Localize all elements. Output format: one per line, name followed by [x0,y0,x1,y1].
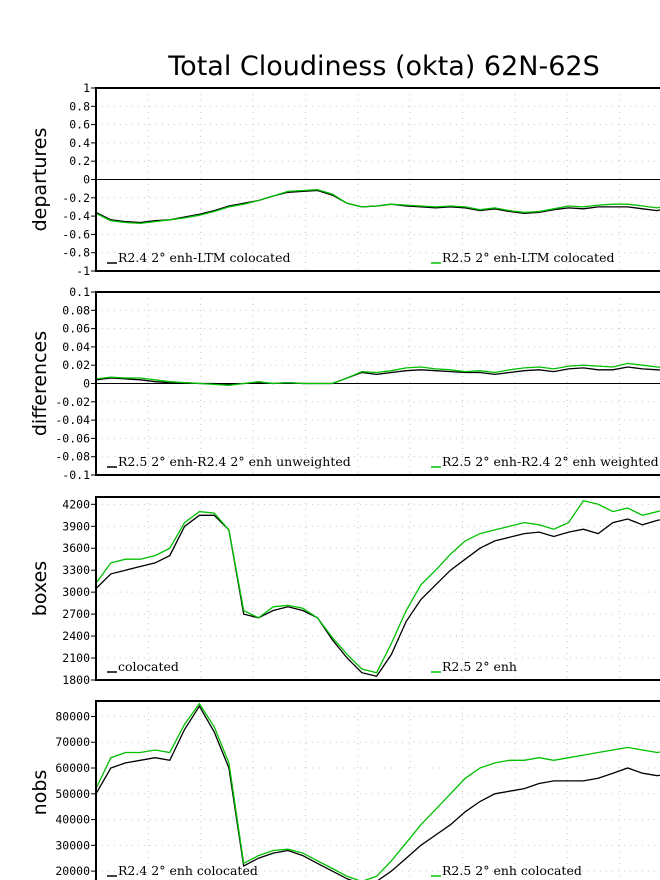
panel-3-ytick-label: 60000 [55,761,90,775]
panel-1-legend-0-label: R2.5 2° enh-R2.4 2° enh unweighted [118,454,351,469]
panel-3-ytick-label: 70000 [55,735,90,749]
panel-2-legend-0-label: colocated [118,659,179,674]
panel-3-ytick-label: 80000 [55,709,90,723]
panel-0-series-1-line [96,188,660,225]
panel-0: 1 0.8 0.6 0.4 0.2 0 -0.2 -0.4 -0.6 -0.8 -1 departur… [29,81,660,278]
panel-3-legend-1-label: R2.5 2° enh colocated [442,863,582,878]
panel-0-ytick-label: -0.2 [62,191,90,205]
panel-1-ytick-label: -0.04 [55,413,90,427]
panel-3-ytick-label: 20000 [55,864,90,878]
panel-0-ytick-label: 0.4 [69,136,90,150]
panel-1-series-1-line [96,362,660,386]
panel-2-ytick-label: 2700 [62,607,90,621]
panel-1-ytick-label: -0.08 [55,450,90,464]
panel-0-ytick-label: 0.2 [69,154,90,168]
panel-1-ytick-label: 0.06 [62,322,90,336]
panel-0-legend-0-label: R2.4 2° enh-LTM colocated [118,250,290,265]
panel-3-ylabel: nobs [29,770,51,816]
panel-2-ytick-label: 4200 [62,497,90,511]
panel-1: 0.1 0.08 0.06 0.04 0.02 0 -0.02 -0.04 -0.06 -0.08… [29,285,660,482]
panel-3-frame [95,700,660,880]
panel-2-ytick-label: 3600 [62,541,90,555]
panel-3: 80000 70000 60000 50000 40000 30000 20000 nobs R… [29,700,660,880]
panel-0-ytick-label: 1 [83,81,90,95]
panel-3-ytick-label: 40000 [55,813,90,827]
panel-1-ylabel: differences [29,331,51,436]
panel-0-frame [95,87,660,272]
panel-1-ytick-label: 0.04 [62,340,90,354]
panel-3-legend-0-label: R2.4 2° enh colocated [118,863,258,878]
panel-2-series-1-line [96,499,660,674]
panel-2-legend-1-label: R2.5 2° enh [442,659,517,674]
panel-2-ytick-label: 3900 [62,519,90,533]
panel-0-ytick-label: 0 [83,173,90,187]
chart-title: Total Cloudiness (okta) 62N-62S [167,51,599,82]
panel-2-ytick-label: 3300 [62,563,90,577]
panel-2-ytick-label: 2100 [62,651,90,665]
panel-3-ytick-label: 50000 [55,787,90,801]
panel-0-ytick-label: -1 [76,264,90,278]
panel-0-ytick-label: -0.8 [62,246,90,260]
panel-2-ytick-label: 1800 [62,673,90,687]
panel-0-ytick-label: -0.6 [62,227,90,241]
panel-3-ytick-label: 30000 [55,838,90,852]
panel-1-ytick-label: 0.1 [69,285,90,299]
panel-1-legend-1-label: R2.5 2° enh-R2.4 2° enh weighted [442,454,659,469]
panel-2-frame [95,496,660,681]
panel-2-series-0-line [96,514,660,678]
panel-1-ytick-label: 0.08 [62,303,90,317]
panel-2-ylabel: boxes [29,561,51,616]
panel-3-series-0-line [96,704,660,880]
panel-1-ytick-label: -0.02 [55,395,90,409]
panel-0-ytick-label: 0.8 [69,99,90,113]
panel-1-ytick-label: -0.06 [55,431,90,445]
panel-0-ytick-label: -0.4 [62,209,90,223]
panel-0-ytick-label: 0.6 [69,118,90,132]
panel-2-ytick-label: 2400 [62,629,90,643]
panel-2-ytick-label: 3000 [62,585,90,599]
panel-0-ylabel: departures [29,128,51,232]
panel-1-ytick-label: -0.1 [62,468,90,482]
panel-1-frame [95,291,660,476]
panel-3-series-1-line [96,702,660,880]
panel-1-ytick-label: 0.02 [62,358,90,372]
panel-0-legend-1-label: R2.5 2° enh-LTM colocated [442,250,614,265]
panel-2: 4200 3900 3600 3300 3000 2700 2400 2100 1800 boxe… [29,496,660,687]
panel-1-ytick-label: 0 [83,377,90,391]
